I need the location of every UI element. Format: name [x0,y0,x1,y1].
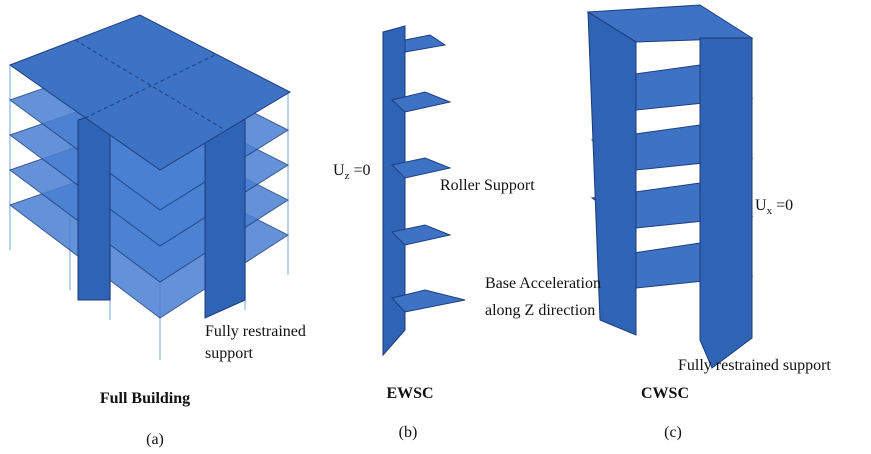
full-building-model [10,15,290,360]
panel-c-text: Ux =0 Base Acceleration along Z directio… [485,197,831,441]
annotation: Roller Support [440,177,535,194]
figure: Fully restrained support Full Building (… [0,0,871,454]
annotation: Fully restrained [205,323,306,340]
annotation: Base Acceleration [485,275,601,292]
annotation: along Z direction [485,302,595,319]
symbol: U [333,162,345,179]
panel-label: (c) [664,424,682,441]
panel-title: Full Building [100,390,190,407]
annotation: Ux =0 [755,197,793,217]
panel-a-text: Fully restrained support Full Building (… [100,323,306,448]
annotation: Uz =0 [333,162,370,182]
equation: =0 [772,197,793,214]
cwsc-model [588,5,752,368]
equation: =0 [349,162,370,179]
symbol: U [755,197,767,214]
annotation: support [205,345,254,362]
panel-title: CWSC [641,385,689,402]
panel-title: EWSC [386,385,433,402]
annotation: Fully restrained support [678,357,831,374]
panel-label: (b) [399,424,418,441]
panel-label: (a) [146,431,164,448]
